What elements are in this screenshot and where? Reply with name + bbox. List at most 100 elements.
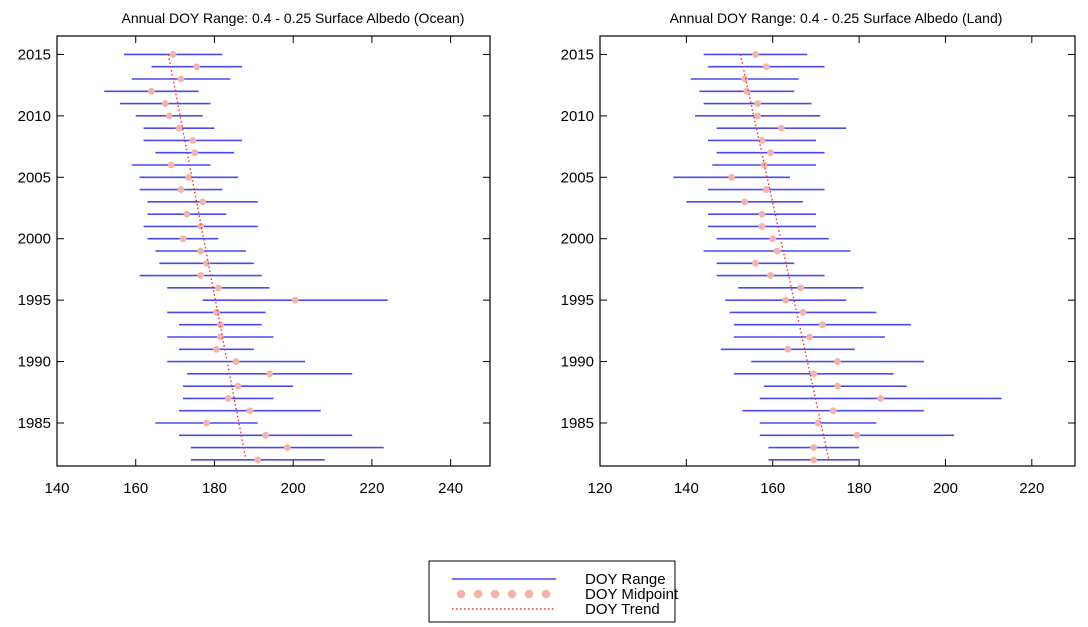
ocean-midpoint-dot: [165, 112, 173, 120]
land-midpoint-dot: [782, 296, 790, 304]
land-x-tick-label: 120: [587, 480, 612, 497]
land-midpoint-dot: [762, 186, 770, 193]
land-midpoint-dot: [758, 210, 766, 218]
ocean-midpoint-dot: [214, 284, 222, 292]
ocean-y-tick-label: 1990: [18, 354, 51, 371]
land-midpoint-dot: [810, 370, 818, 378]
land-midpoint-dot: [806, 333, 813, 341]
land-midpoint-dot: [810, 456, 818, 464]
ocean-panel: Annual DOY Range: 0.4 - 0.25 Surface Alb…: [18, 10, 491, 497]
land-y-tick-label: 2000: [561, 231, 594, 248]
ocean-y-tick-label: 1995: [18, 292, 51, 309]
ocean-midpoint-dot: [185, 173, 193, 181]
legend-midpoint-swatch: [456, 589, 551, 599]
ocean-midpoint-dot: [283, 444, 291, 451]
land-y-tick-label: 2010: [561, 108, 594, 125]
land-midpoint-dot: [752, 51, 759, 58]
ocean-x-tick-label: 240: [438, 480, 463, 497]
legend: DOY Range DOY Midpoint DOY Trend: [428, 560, 679, 623]
land-midpoint-dot: [741, 75, 749, 83]
land-midpoint-dot: [754, 100, 762, 107]
land-trend-line: [739, 54, 830, 461]
land-midpoint-dot: [810, 444, 818, 451]
land-midpoint-dot: [769, 235, 777, 243]
ocean-y-tick-label: 2015: [18, 46, 51, 63]
land-x-tick-label: 180: [847, 480, 872, 497]
land-midpoint-dot: [741, 198, 749, 206]
legend-box: [428, 560, 676, 623]
ocean-midpoint-dot: [161, 100, 169, 107]
legend-midpoint-dot: [507, 589, 517, 599]
ocean-midpoint-dot: [197, 247, 205, 255]
legend-midpoint-dot: [524, 589, 534, 599]
land-midpoint-dot: [877, 395, 885, 402]
ocean-midpoint-dot: [291, 296, 299, 304]
legend-midpoint-dot: [541, 589, 551, 599]
ocean-midpoint-dot: [191, 149, 199, 157]
land-y-tick-label: 1990: [561, 354, 594, 371]
ocean-y-tick-label: 1985: [18, 415, 51, 432]
ocean-midpoint-dot: [254, 456, 262, 464]
legend-midpoint-dot: [490, 589, 500, 599]
land-y-tick-label: 2015: [561, 46, 594, 63]
land-plot-frame: [599, 35, 1076, 467]
ocean-midpoint-dot: [175, 124, 183, 132]
ocean-x-tick-label: 220: [359, 480, 384, 497]
land-midpoint-dot: [829, 407, 837, 415]
land-midpoint-dot: [758, 137, 766, 144]
land-midpoint-dot: [777, 124, 785, 132]
land-midpoint-dot: [834, 382, 841, 390]
ocean-midpoint-dot: [193, 63, 201, 71]
ocean-midpoint-dot: [234, 382, 242, 390]
ocean-trend-line: [167, 54, 247, 460]
land-x-tick-label: 200: [933, 480, 958, 497]
ocean-midpoint-dot: [232, 358, 240, 365]
land-midpoint-dot: [767, 272, 774, 279]
ocean-y-tick-label: 2005: [18, 169, 51, 186]
ocean-midpoint-dot: [246, 407, 254, 415]
ocean-midpoint-dot: [216, 333, 224, 341]
land-midpoint-dot: [773, 247, 781, 255]
ocean-x-tick-label: 160: [123, 480, 148, 497]
land-x-tick-label: 220: [1019, 480, 1044, 497]
ocean-midpoint-dot: [224, 395, 232, 402]
land-x-tick-label: 160: [760, 480, 785, 497]
ocean-midpoint-dot: [199, 198, 207, 206]
land-midpoint-dot: [799, 309, 807, 316]
land-midpoint-dot: [754, 112, 762, 120]
ocean-midpoint-dot: [203, 419, 210, 427]
ocean-midpoint-dot: [197, 272, 205, 279]
land-midpoint-dot: [818, 321, 826, 329]
ocean-midpoint-dot: [203, 259, 210, 267]
ocean-x-tick-label: 180: [202, 480, 227, 497]
land-panel: Annual DOY Range: 0.4 - 0.25 Surface Alb…: [561, 10, 1076, 497]
ocean-midpoint-dot: [177, 186, 185, 193]
land-panel-title: Annual DOY Range: 0.4 - 0.25 Surface Alb…: [670, 10, 1003, 26]
land-midpoint-dot: [797, 284, 805, 292]
ocean-midpoint-dot: [167, 161, 175, 169]
ocean-midpoint-dot: [179, 235, 187, 243]
land-x-tick-label: 140: [674, 480, 699, 497]
legend-midpoint-label: DOY Midpoint: [585, 586, 679, 603]
ocean-plot-frame: [56, 35, 491, 467]
land-y-tick-label: 1995: [561, 292, 594, 309]
ocean-midpoint-dot: [262, 431, 270, 439]
land-midpoint-dot: [853, 431, 861, 439]
legend-midpoint-dot: [473, 589, 483, 599]
ocean-y-tick-label: 2000: [18, 231, 51, 248]
land-midpoint-dot: [728, 173, 736, 181]
ocean-midpoint-dot: [216, 321, 224, 329]
ocean-midpoint-dot: [148, 87, 155, 95]
legend-trend-label: DOY Trend: [585, 601, 660, 618]
land-midpoint-dot: [767, 149, 774, 157]
land-midpoint-dot: [834, 358, 841, 365]
ocean-midpoint-dot: [177, 75, 185, 83]
legend-range-label: DOY Range: [585, 571, 666, 588]
ocean-x-tick-label: 140: [44, 480, 69, 497]
land-midpoint-dot: [784, 345, 792, 353]
land-midpoint-dot: [752, 259, 759, 267]
ocean-midpoint-dot: [183, 210, 191, 218]
land-y-tick-label: 2005: [561, 169, 594, 186]
ocean-x-tick-label: 200: [281, 480, 306, 497]
